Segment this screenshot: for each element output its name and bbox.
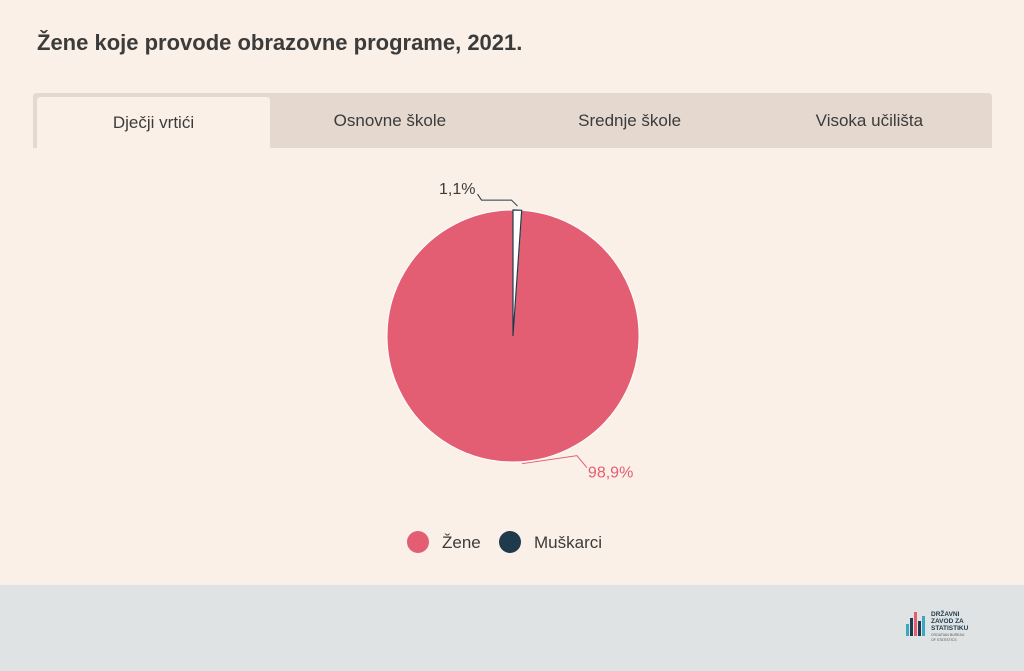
legend-item-zene-label: Žene xyxy=(442,533,481,552)
data-label-zene: 98,9% xyxy=(588,465,633,482)
logo-line-2: ZAVOD ZA xyxy=(931,618,964,625)
legend-item-muskarci[interactable]: Muškarci xyxy=(499,531,602,553)
legend-item-zene-swatch xyxy=(407,531,429,553)
slice-muskarci[interactable] xyxy=(512,209,523,337)
legend-item-muskarci-swatch xyxy=(499,531,521,553)
chart-card: Žene koje provode obrazovne programe, 20… xyxy=(0,0,1024,585)
logo-line-5: OF STATISTICS xyxy=(931,638,957,642)
tab-osnovne-skole[interactable]: Osnovne škole xyxy=(333,110,447,130)
logo-line-3: STATISTIKU xyxy=(931,625,969,632)
tab-bar: Dječji vrtići Osnovne škole Srednje škol… xyxy=(33,93,992,148)
leader-line-zene xyxy=(521,455,588,469)
logo-line-4: CROATIAN BUREAU xyxy=(931,633,965,637)
page-title: Žene koje provode obrazovne programe, 20… xyxy=(37,30,523,55)
logo-line-1: DRŽAVNI xyxy=(931,609,960,618)
dzs-logo: DRŽAVNI ZAVOD ZA STATISTIKU CROATIAN BUR… xyxy=(906,609,969,642)
tab-djecji-vrtici[interactable]: Dječji vrtići xyxy=(37,97,270,148)
footer xyxy=(0,585,1024,671)
tab-srednje-skole[interactable]: Srednje škole xyxy=(578,110,682,130)
pie-chart: 1,1% 98,9% Žene Muškarci xyxy=(386,181,640,553)
legend-item-muskarci-label: Muškarci xyxy=(534,533,602,552)
tab-visoka-ucilista[interactable]: Visoka učilišta xyxy=(815,110,924,130)
data-label-muskarci: 1,1% xyxy=(439,181,475,198)
legend-item-zene[interactable]: Žene xyxy=(407,531,481,553)
leader-line-muskarci xyxy=(477,193,518,207)
